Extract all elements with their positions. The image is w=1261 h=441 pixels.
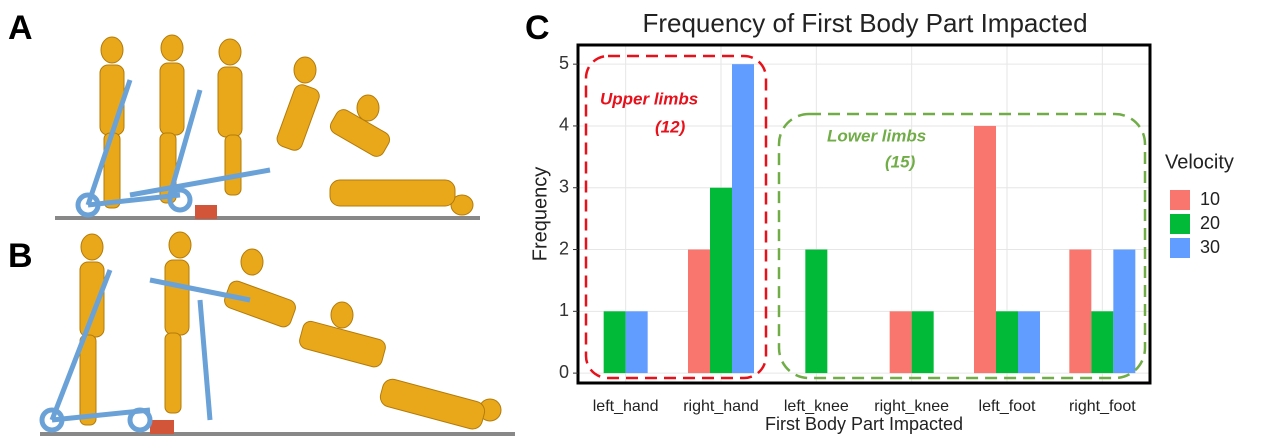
- axes: 0 1 2 3 4 5 left_hand right_hand left_knee right_…: [559, 53, 1136, 415]
- bar: [1069, 249, 1092, 374]
- legend-label: 20: [1200, 213, 1220, 233]
- bars: [603, 64, 1136, 374]
- bar: [710, 187, 732, 374]
- panel-label: B: [8, 237, 33, 275]
- simulation-b: B: [8, 231, 515, 436]
- bar: [911, 311, 934, 374]
- legend-key: [1170, 190, 1190, 210]
- annotation: (15): [885, 152, 916, 171]
- annotation: Lower limbs: [827, 126, 926, 145]
- legend-label: 30: [1200, 237, 1220, 257]
- bar: [805, 249, 828, 374]
- y-tick-label: 3: [559, 176, 569, 196]
- legend-key: [1170, 214, 1190, 234]
- y-tick-label: 0: [559, 362, 569, 382]
- x-tick-label: left_knee: [784, 398, 849, 415]
- annotation: (12): [655, 117, 686, 136]
- bar: [974, 125, 996, 374]
- x-tick-label: right_hand: [683, 398, 759, 415]
- x-tick-label: left_hand: [593, 398, 659, 415]
- y-tick-label: 4: [559, 115, 569, 135]
- bar: [625, 311, 648, 374]
- simulation-a: A: [8, 9, 480, 220]
- bar: [1113, 249, 1136, 374]
- legend: 10 20 30: [1170, 189, 1220, 258]
- legend-key: [1170, 238, 1190, 258]
- y-tick-label: 5: [559, 53, 569, 73]
- x-tick-label: right_foot: [1069, 398, 1136, 415]
- y-tick-label: 1: [559, 300, 569, 320]
- bar: [996, 311, 1018, 374]
- upper-limbs-box: [584, 54, 768, 380]
- chart-title: Frequency of First Body Part Impacted: [642, 8, 1087, 38]
- bar: [1091, 311, 1114, 374]
- bar: [732, 64, 754, 374]
- lower-limbs-box: [777, 112, 1147, 380]
- legend-title: Velocity: [1165, 151, 1234, 173]
- annotations: Upper limbs (12) Lower limbs (15): [600, 89, 926, 171]
- y-axis-label: Frequency: [529, 167, 551, 262]
- legend-label: 10: [1200, 189, 1220, 209]
- bar: [603, 311, 626, 374]
- panel-label: A: [8, 9, 33, 47]
- x-axis-label: First Body Part Impacted: [765, 414, 963, 434]
- annotation: Upper limbs: [600, 89, 698, 108]
- x-tick-label: right_knee: [874, 398, 949, 415]
- y-tick-label: 2: [559, 238, 569, 258]
- plot-border: [576, 43, 1152, 385]
- panel-label: C: [525, 9, 550, 47]
- x-tick-label: left_foot: [979, 398, 1036, 415]
- bar: [889, 311, 912, 374]
- bar: [688, 249, 710, 374]
- bar: [1018, 311, 1040, 374]
